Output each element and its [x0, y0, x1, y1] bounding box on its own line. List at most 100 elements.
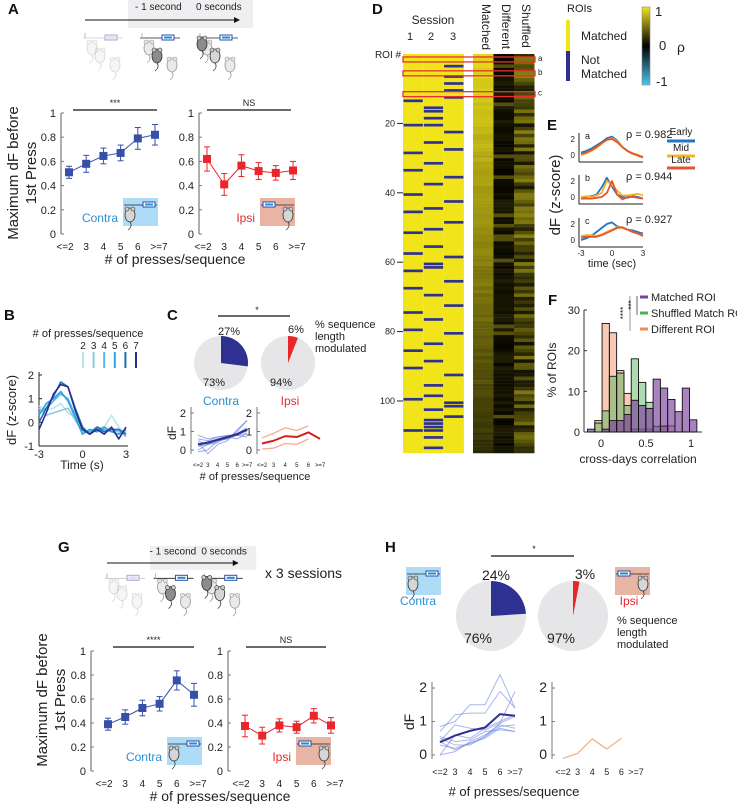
correlation-cell: [493, 421, 514, 426]
y-tick-label: 0.8: [71, 670, 86, 682]
not-matched-cell: [423, 116, 444, 120]
x-tick-label: >=7: [242, 463, 253, 469]
y-tick-label: 20: [568, 346, 580, 358]
data-point: [138, 704, 147, 712]
y-tick-label: 1: [28, 394, 34, 406]
mean-line: [68, 134, 156, 173]
legend-label: Different ROI: [651, 324, 715, 336]
legend-label: 4: [101, 341, 107, 352]
condition-label: Contra: [82, 211, 118, 225]
histogram-bar: [587, 428, 596, 433]
mouse-ear: [137, 592, 143, 598]
mouse-ear: [407, 575, 413, 581]
data-point: [104, 720, 112, 729]
correlation-cell: [514, 109, 535, 114]
contra-label: Contra: [400, 594, 436, 608]
y-tick-label: 0: [246, 445, 252, 457]
not-matched-cell: [403, 429, 423, 432]
correlation-cell: [493, 401, 514, 405]
correlation-cell: [473, 196, 494, 200]
y-tick-label: 1: [419, 713, 427, 729]
correlation-cell: [514, 355, 535, 360]
data-point: [121, 713, 130, 721]
data-point: [271, 168, 280, 177]
correlation-cell: [514, 171, 535, 176]
trace-line: [38, 381, 127, 435]
trace-line: [580, 226, 644, 239]
mouse-ear: [168, 745, 174, 751]
correlation-cell: [493, 345, 514, 350]
correlation-cell: [473, 335, 494, 339]
correlation-cell: [493, 175, 514, 180]
correlation-cell: [493, 428, 514, 433]
y-tick-label: 0.8: [208, 670, 223, 682]
correlation-cell: [473, 324, 494, 329]
correlation-cell: [514, 151, 535, 155]
correlation-cell: [514, 168, 535, 173]
mouse-ear: [151, 47, 157, 53]
correlation-cell: [473, 432, 494, 436]
data-point: [190, 690, 198, 699]
histogram-bar: [681, 387, 691, 433]
lever-fill: [428, 572, 436, 575]
correlation-cell: [473, 137, 494, 141]
x-tick-label: 4: [239, 242, 245, 253]
correlation-cell: [473, 126, 494, 131]
panel-label-c: C: [167, 307, 178, 324]
correlation-cell: [514, 387, 535, 391]
column-header: Shuffled: [519, 4, 533, 48]
mouse-ear: [212, 578, 218, 584]
timeline-window: [150, 546, 257, 570]
y-axis-label: dF: [401, 714, 417, 730]
correlation-cell: [473, 154, 494, 159]
column-header: Different: [499, 4, 513, 50]
legend-label: Mid: [673, 143, 689, 154]
y-tick-label: 1: [217, 646, 223, 658]
trace-line: [580, 180, 644, 198]
correlation-cell: [493, 262, 514, 266]
x-tick-label: 4: [101, 242, 107, 253]
legend-title: ROIs: [567, 3, 593, 15]
correlation-cell: [473, 328, 494, 332]
correlation-cell: [514, 397, 535, 402]
not-matched-cell: [423, 429, 444, 432]
data-point: [133, 134, 142, 143]
correlation-cell: [473, 161, 494, 166]
not-matched-cell: [444, 255, 464, 259]
correlation-cell: [473, 85, 494, 89]
correlation-cell: [493, 286, 514, 291]
correlation-cell: [473, 283, 494, 287]
correlation-cell: [493, 119, 514, 124]
highlight-label: b: [538, 68, 543, 77]
y-tick-label: 2: [571, 177, 576, 186]
mouse-ear: [207, 575, 213, 580]
mouse-icon: [224, 56, 236, 81]
mouse-icon: [180, 592, 191, 617]
individual-line: [439, 714, 516, 756]
correlation-cell: [514, 407, 535, 412]
not-matched-cell: [444, 200, 464, 203]
correlation-cell: [493, 54, 514, 58]
correlation-cell: [514, 359, 535, 364]
correlation-cell: [473, 144, 494, 148]
mouse-ear: [220, 585, 226, 590]
correlation-cell: [493, 168, 514, 173]
not-matched-cell: [423, 182, 444, 186]
data-point: [155, 699, 164, 708]
correlation-cell: [514, 140, 535, 145]
ipsi-label: Ipsi: [281, 394, 300, 408]
lever-fill: [129, 576, 137, 579]
individual-line: [439, 716, 516, 751]
correlation-cell: [473, 435, 494, 440]
mouse-icon: [166, 56, 178, 81]
y-tick-label: 0: [180, 445, 186, 457]
not-matched-cell: [403, 286, 423, 290]
y-tick-label: 0: [217, 766, 223, 778]
correlation-cell: [473, 178, 494, 183]
correlation-cell: [473, 133, 494, 138]
correlation-cell: [473, 446, 494, 450]
mouse-ear: [166, 56, 172, 62]
correlation-cell: [473, 230, 494, 235]
legend-label: Shuffled Match ROI: [651, 308, 737, 320]
mouse-ear: [235, 592, 241, 598]
